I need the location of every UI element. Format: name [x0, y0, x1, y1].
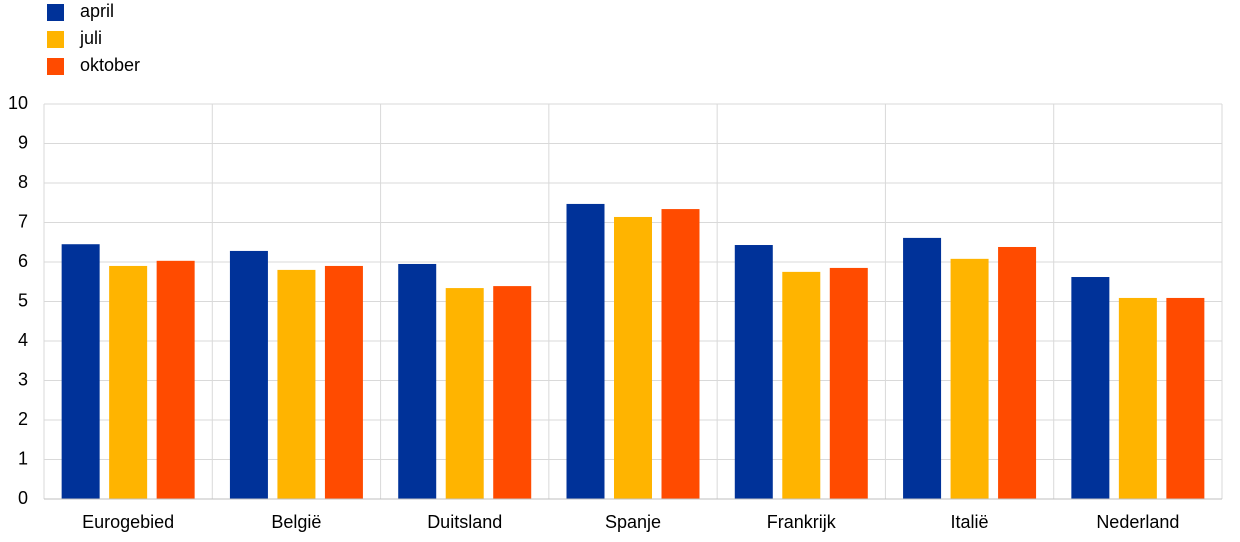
y-tick-label: 0: [18, 488, 28, 508]
y-tick-label: 4: [18, 330, 28, 350]
legend-swatch: [47, 58, 64, 75]
x-tick-label: Frankrijk: [767, 512, 837, 532]
y-tick-label: 6: [18, 251, 28, 271]
bar: [61, 244, 100, 499]
bar: [829, 267, 868, 499]
bar: [734, 245, 773, 499]
y-tick-label: 8: [18, 172, 28, 192]
bar: [566, 203, 605, 499]
y-tick-label: 9: [18, 132, 28, 152]
bar: [493, 286, 532, 499]
legend-swatch: [47, 31, 64, 48]
y-tick-label: 7: [18, 211, 28, 231]
bar: [998, 246, 1037, 499]
bar: [1071, 277, 1110, 499]
legend-label: juli: [79, 28, 102, 48]
y-tick-label: 3: [18, 369, 28, 389]
x-tick-label: Italië: [951, 512, 989, 532]
bar: [903, 237, 942, 499]
y-tick-label: 1: [18, 448, 28, 468]
legend-swatch: [47, 4, 64, 21]
legend-label: april: [80, 1, 114, 21]
bar: [950, 258, 989, 499]
bar: [1118, 297, 1157, 499]
bar: [782, 271, 821, 499]
bar: [277, 269, 316, 499]
bar: [109, 265, 148, 499]
legend-label: oktober: [80, 55, 140, 75]
y-tick-label: 10: [8, 93, 28, 113]
x-tick-label: Duitsland: [427, 512, 502, 532]
y-tick-label: 5: [18, 290, 28, 310]
bar: [1166, 297, 1205, 499]
y-tick-label: 2: [18, 409, 28, 429]
bar: [445, 288, 484, 499]
bar: [229, 250, 268, 499]
x-tick-label: Nederland: [1096, 512, 1179, 532]
x-tick-label: België: [271, 512, 321, 532]
bar: [661, 209, 700, 499]
x-tick-label: Eurogebied: [82, 512, 174, 532]
bar: [324, 265, 363, 499]
bar: [156, 260, 195, 499]
bar: [398, 263, 437, 499]
bar: [614, 216, 652, 499]
x-tick-label: Spanje: [605, 512, 661, 532]
